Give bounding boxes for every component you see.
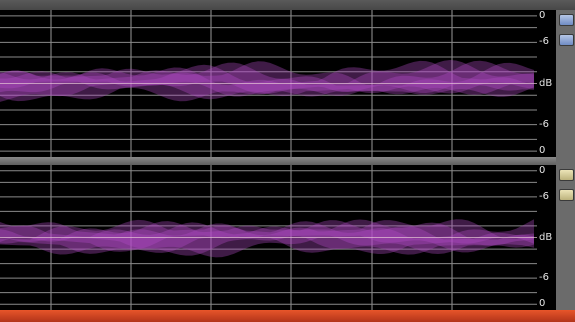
waveform-shape [0, 60, 534, 102]
track-divider[interactable] [0, 157, 575, 165]
db-tick: -6 [539, 36, 549, 48]
waveform-track-upper[interactable] [0, 10, 537, 157]
db-scale-upper: 0 -6 dB -6 0 [537, 10, 556, 157]
track-button-icon[interactable] [559, 169, 574, 181]
db-scale-lower: 0 -6 dB -6 0 [537, 165, 556, 310]
waveform-shape [0, 219, 534, 255]
waveform-shape [0, 220, 534, 255]
bottom-status-bar [0, 310, 575, 322]
waveform-shape [0, 219, 534, 258]
db-tick: -6 [539, 190, 549, 202]
db-tick: 0 [539, 298, 546, 310]
db-tick: dB [539, 231, 553, 243]
waveform-shape [0, 60, 534, 102]
db-tick: 0 [539, 9, 546, 21]
waveform-canvas [0, 165, 537, 310]
track-button-icon[interactable] [559, 189, 574, 201]
waveform-shape [0, 59, 534, 100]
db-tick: 0 [539, 164, 546, 176]
track-button-icon[interactable] [559, 14, 574, 26]
track-button-icon[interactable] [559, 34, 574, 46]
db-tick: -6 [539, 118, 549, 130]
waveform-shape [0, 61, 534, 102]
track-controls-sidebar [556, 10, 575, 310]
waveform-track-lower[interactable] [0, 165, 537, 310]
top-toolbar [0, 0, 575, 10]
waveform-canvas [0, 10, 537, 157]
db-tick: -6 [539, 272, 549, 284]
db-tick: 0 [539, 145, 546, 157]
db-tick: dB [539, 77, 553, 89]
